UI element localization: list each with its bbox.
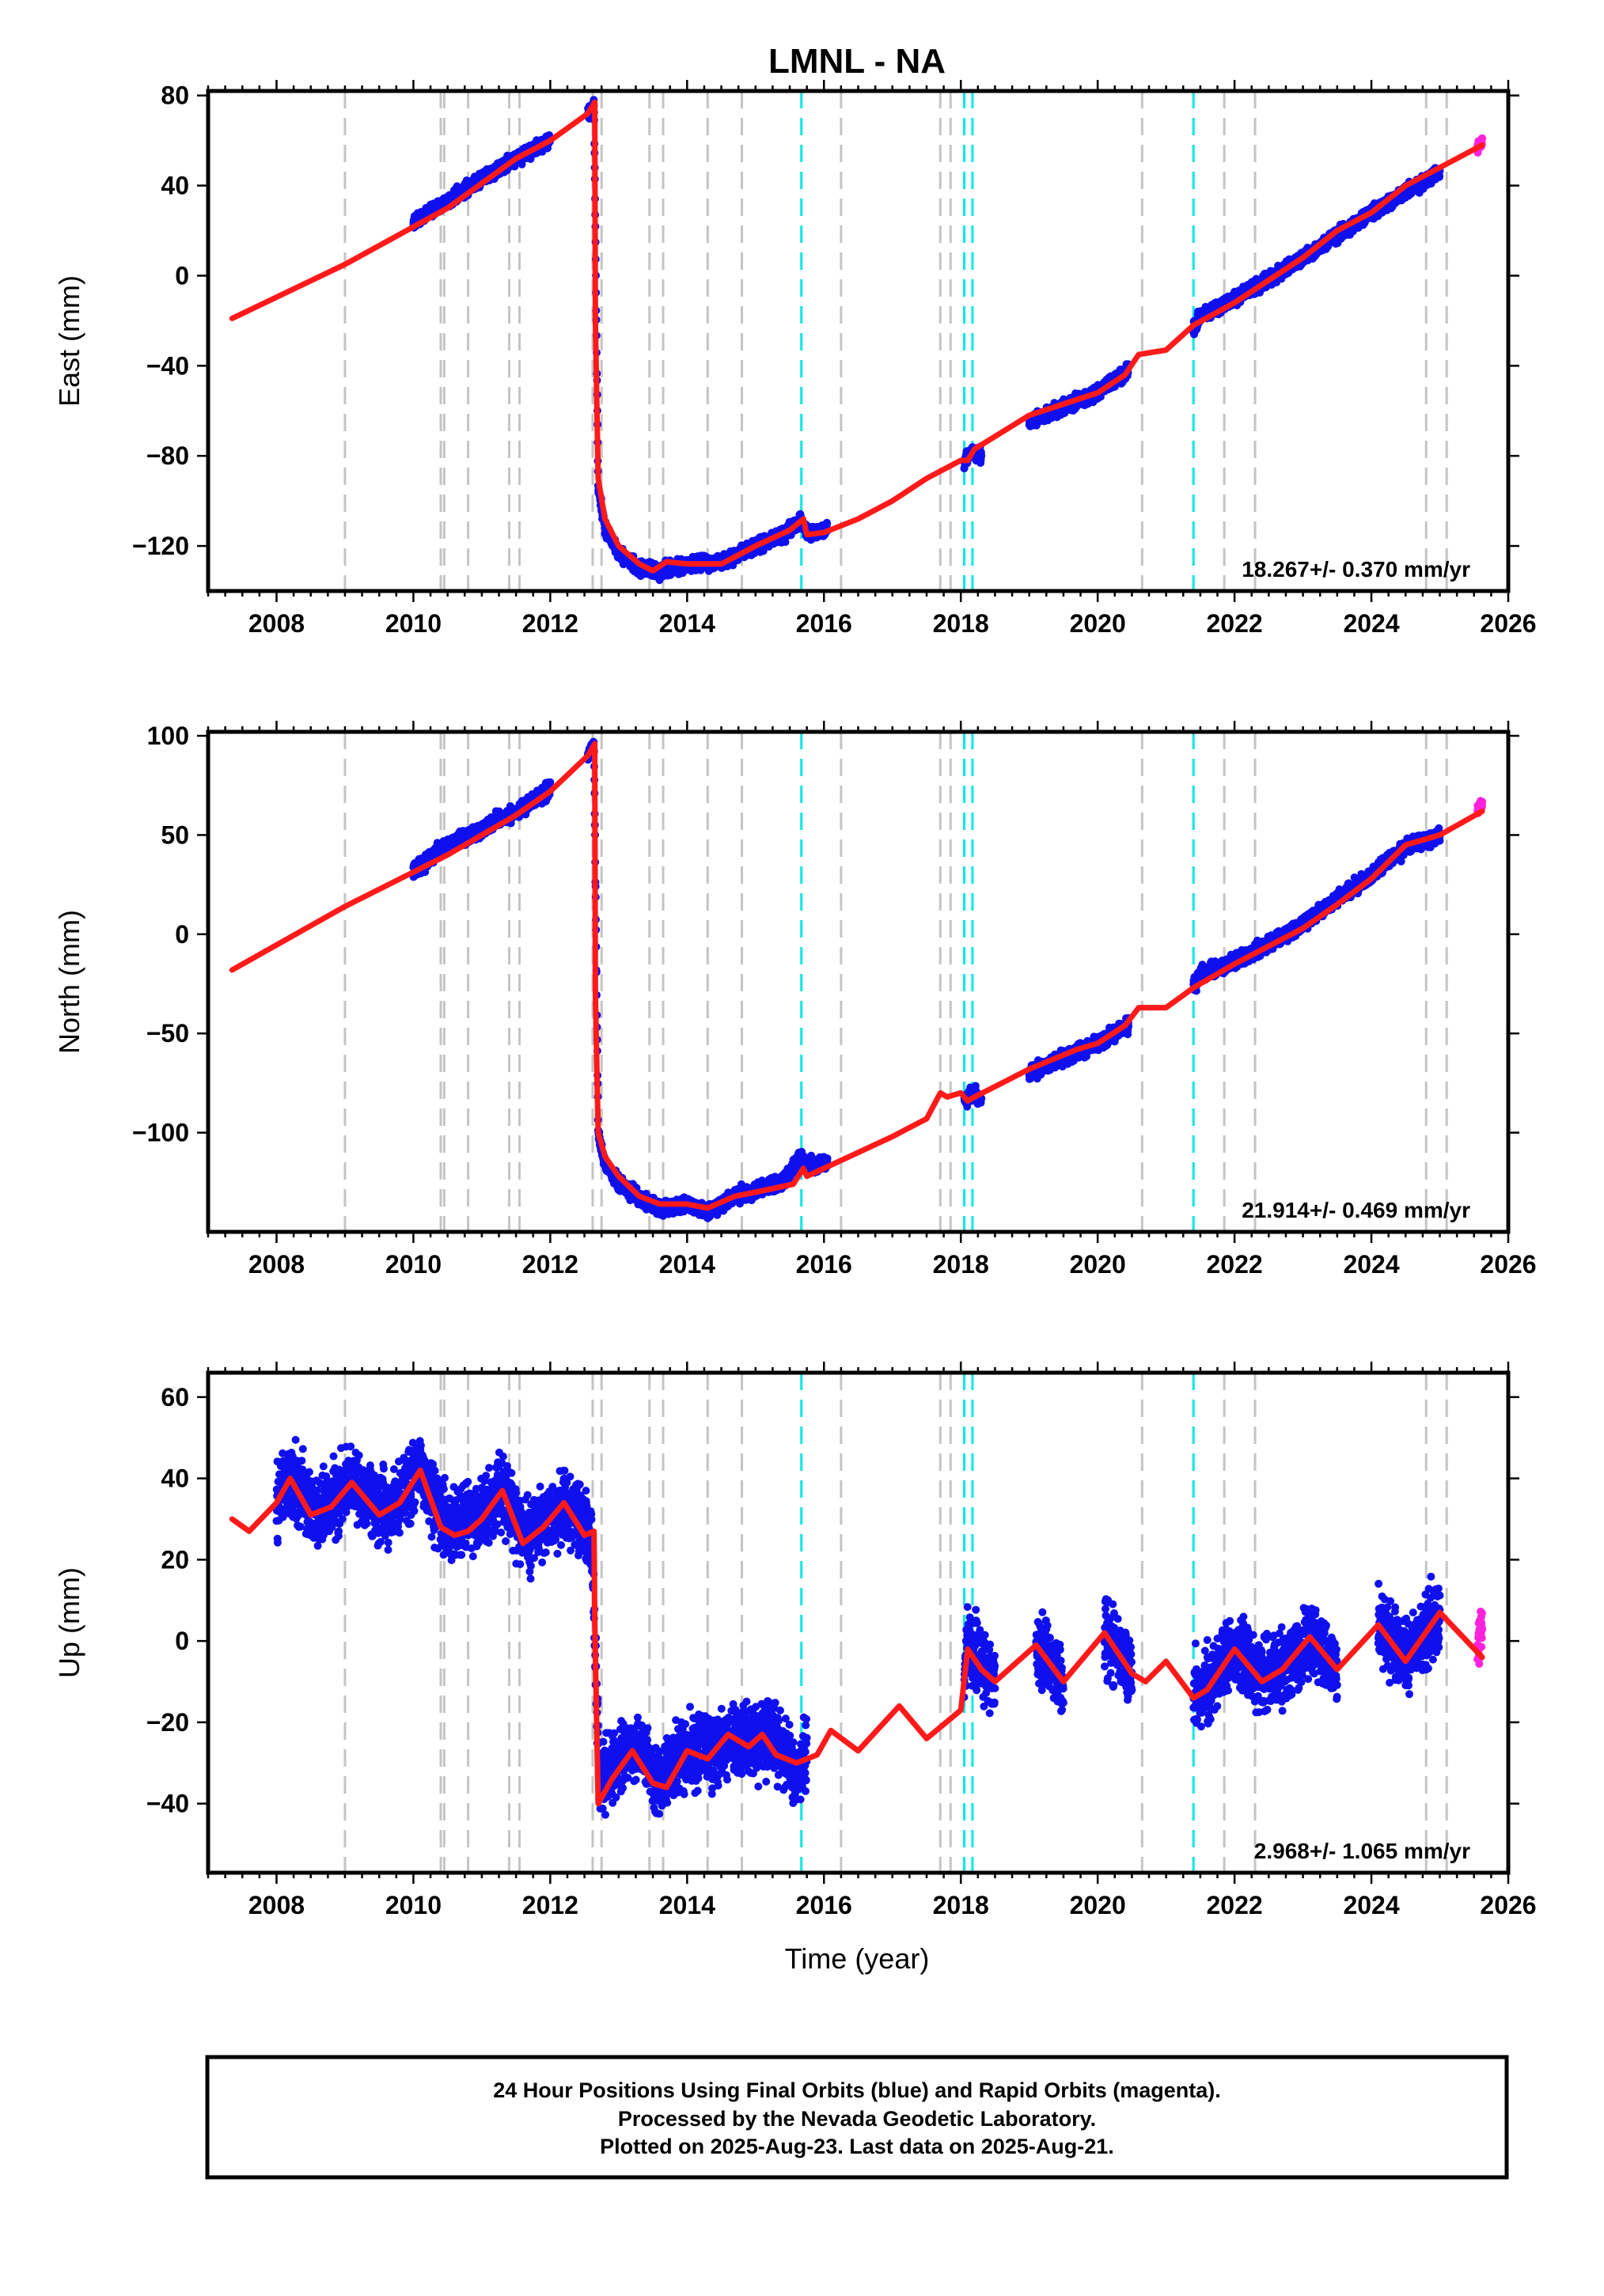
rapid-orbit-point [1478,134,1487,142]
x-tick-label: 2008 [248,609,305,638]
x-tick-label: 2020 [1070,609,1126,638]
model-curve [229,99,1485,574]
x-tick-label: 2018 [933,609,989,638]
plot-area [229,91,1487,591]
final-orbits-series [409,737,1444,1222]
x-tick-label: 2026 [1480,609,1536,638]
y-tick-label: 0 [175,261,189,290]
x-tick-label: 2014 [659,609,715,638]
x-tick-label: 2012 [522,609,578,638]
east-panel: 2008 2010 2012 2014 2016 2018 2020 2022 2024 2026… [53,80,1537,638]
y-tick-label: −40 [146,351,189,380]
final-orbit-point [823,519,832,528]
final-orbit-point [977,451,986,460]
y-axis-label: East (mm) [53,275,85,407]
y-tick-label: 80 [161,81,189,110]
y-tick-label: −120 [132,532,189,560]
y-tick-label: −80 [146,441,189,470]
y-tick-label: 40 [161,172,189,200]
final-orbits-series [409,96,1444,585]
north-panel: 2008 2010 2012 2014 2016 2018 2020 2022 2024 2026… [53,721,1537,1279]
x-tick-label: 2016 [796,609,852,638]
x-tick-label: 2024 [1343,609,1399,638]
figure-title: LMNL - NA [768,42,946,81]
velocity-annotation: 18.267+/- 0.370 mm/yr [1242,557,1470,582]
plot-area [229,732,1487,1232]
x-tick-label: 2010 [385,609,442,638]
x-tick-label: 2022 [1207,609,1263,638]
